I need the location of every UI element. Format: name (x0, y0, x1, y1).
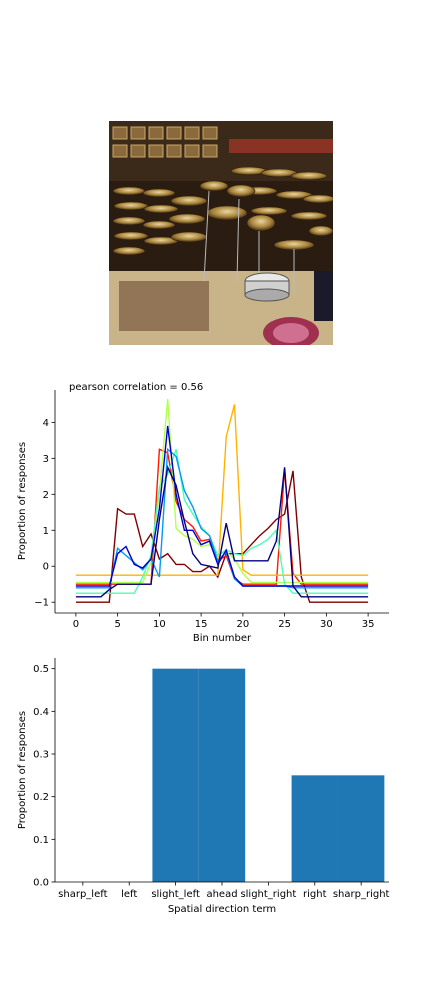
bar-chart: sharp_left left slight_left ahead slight_rig… (17, 658, 390, 915)
bar-slight_left (152, 668, 199, 882)
y-tick-label: 0.2 (33, 792, 49, 803)
series-line-4 (75, 449, 369, 594)
y-tick-label: 3 (43, 454, 49, 465)
x-tick-label: 10 (153, 619, 166, 630)
y-axis-label: Proportion of responses (17, 442, 28, 560)
series-line-2 (75, 404, 369, 576)
x-tick-label: left (121, 889, 137, 900)
y-tick-label: 2 (43, 490, 49, 501)
y-tick-label: 0 (43, 562, 49, 573)
series-line-7 (75, 464, 369, 598)
x-tick-label: 25 (278, 619, 291, 630)
x-tick-label: 35 (362, 619, 375, 630)
y-tick-label: 0.0 (33, 878, 49, 889)
x-tick-label: 0 (73, 619, 79, 630)
series-line-6 (75, 425, 369, 587)
bars (152, 668, 385, 882)
y-tick-labels: 0.0 0.1 0.2 0.3 0.4 0.5 (33, 664, 55, 889)
x-tick-label: 30 (320, 619, 333, 630)
series-lines (75, 398, 369, 603)
y-tick-label: 0.5 (33, 664, 49, 675)
series-line-0 (75, 470, 369, 603)
x-axis-label: Bin number (193, 633, 252, 644)
y-tick-label: −1 (34, 598, 49, 609)
y-tick-label: 0.1 (33, 835, 49, 846)
bar-ahead (198, 668, 246, 882)
chart-title: pearson correlation = 0.56 (69, 382, 203, 393)
x-tick-label: 15 (195, 619, 208, 630)
x-tick-label: 20 (237, 619, 250, 630)
y-tick-label: 0.3 (33, 750, 49, 761)
bar-right (291, 775, 338, 882)
y-axis-label: Proportion of responses (17, 711, 28, 829)
y-tick-label: 4 (43, 418, 49, 429)
drum-shop-photo (109, 121, 333, 345)
series-line-3 (75, 398, 369, 584)
x-axis-label: Spatial direction term (168, 904, 276, 915)
x-tick-label: ahead (206, 889, 237, 900)
x-tick-label: sharp_right (333, 889, 390, 900)
x-tick-label: sharp_left (58, 889, 107, 900)
bar-sharp_right (337, 775, 385, 882)
y-tick-labels: −1 0 1 2 3 4 (34, 418, 55, 609)
y-tick-label: 1 (43, 526, 49, 537)
x-tick-label: slight_right (240, 889, 296, 900)
x-tick-labels: 0 5 10 15 20 25 30 35 (73, 613, 375, 630)
x-tick-label: right (303, 889, 327, 900)
x-tick-label: slight_left (151, 889, 200, 900)
x-tick-labels: sharp_left left slight_left ahead slight_rig… (58, 882, 390, 900)
line-chart: pearson correlation = 0.56 0 5 10 15 20 25 30 3… (17, 382, 389, 644)
x-tick-label: 5 (114, 619, 120, 630)
y-tick-label: 0.4 (33, 707, 49, 718)
